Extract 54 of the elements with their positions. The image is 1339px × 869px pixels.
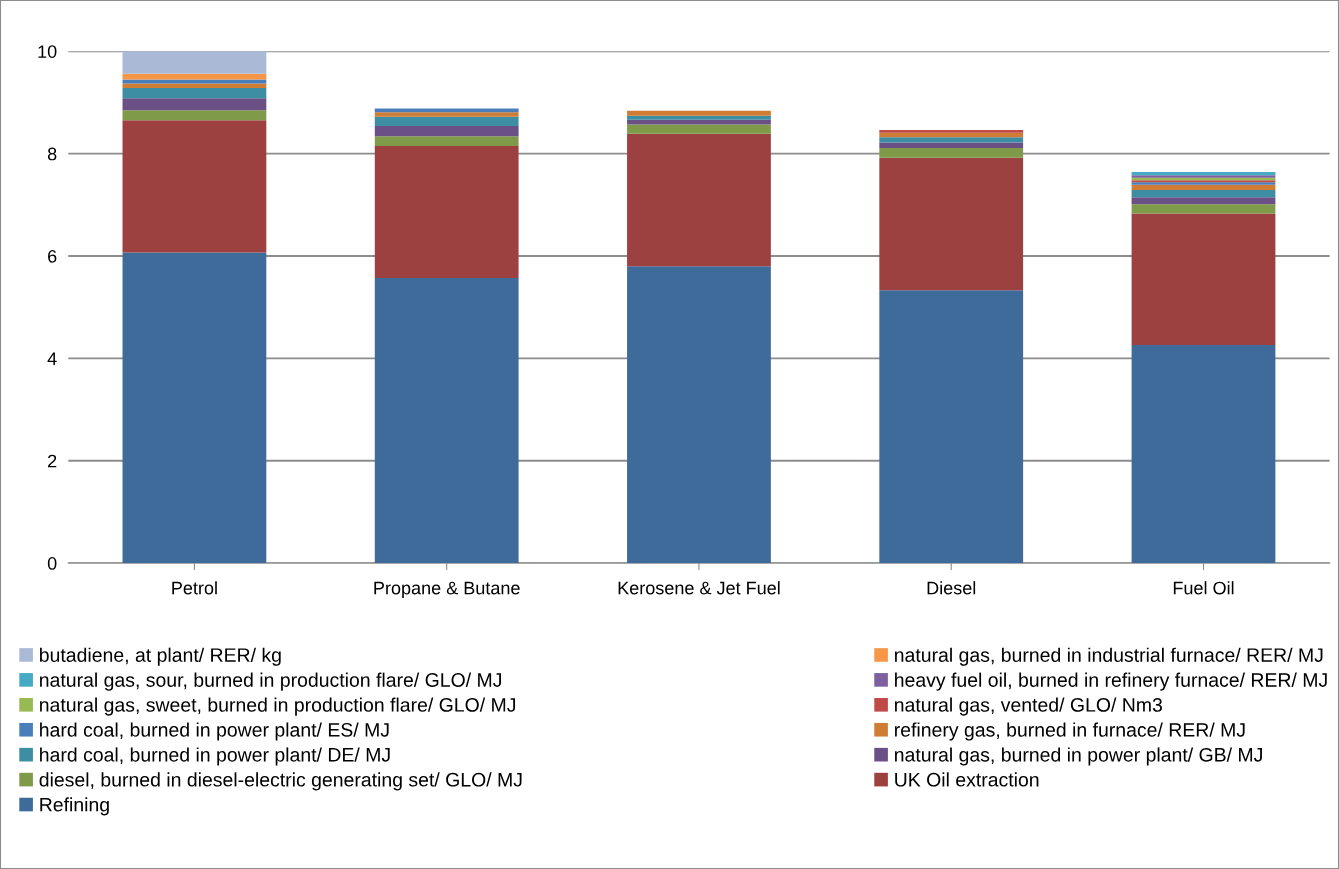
legend-label: natural gas, sweet, burned in production flare/ GLO/ MJ xyxy=(40,697,516,716)
legend-label: butadiene, at plant/ RER/ kg xyxy=(40,647,281,666)
bar xyxy=(879,130,1024,133)
bar xyxy=(122,252,267,564)
bar xyxy=(1131,197,1276,205)
bar xyxy=(374,145,519,279)
bar xyxy=(627,115,771,120)
y-tick-label: 8 xyxy=(47,147,57,161)
bar xyxy=(374,136,519,146)
x-tick-label: Kerosene & Jet Fuel xyxy=(618,581,780,595)
bar xyxy=(374,116,519,126)
legend-label: diesel, burned in diesel-electric generating set/ GLO/ MJ xyxy=(39,772,522,791)
bar xyxy=(1131,204,1276,214)
legend-label: UK Oil extraction xyxy=(895,772,1039,787)
legend-label: hard coal, burned in power plant/ ES/ MJ xyxy=(40,722,389,741)
bar xyxy=(879,137,1024,143)
y-tick-label: 6 xyxy=(48,249,57,263)
bar xyxy=(627,133,771,267)
bar xyxy=(1131,189,1276,198)
legend-label: natural gas, vented/ GLO/ Nm3 xyxy=(895,697,1162,716)
y-tick-label: 2 xyxy=(48,454,57,468)
legend-label: natural gas, burned in power plant/ GB/ MJ xyxy=(895,747,1262,766)
x-tick-label: Petrol xyxy=(172,581,217,595)
x-tick-label: Fuel Oil xyxy=(1173,581,1234,595)
bar xyxy=(374,278,519,564)
bar xyxy=(627,110,771,116)
bar xyxy=(122,79,267,84)
bar xyxy=(1131,345,1276,564)
bar xyxy=(374,112,519,117)
bar xyxy=(122,51,267,74)
bar xyxy=(122,110,267,121)
bar xyxy=(627,266,771,564)
bar xyxy=(1131,184,1276,190)
bar xyxy=(879,290,1024,564)
bar xyxy=(627,124,771,134)
y-tick-label: 0 xyxy=(47,557,57,570)
y-tick-label: 10 xyxy=(38,45,57,58)
legend-label: Refining xyxy=(40,797,109,816)
legend-label: natural gas, burned in industrial furnace/ RER/ MJ xyxy=(895,647,1323,666)
bar xyxy=(879,157,1024,291)
bar xyxy=(122,98,267,111)
bar xyxy=(1131,213,1276,346)
legend-label: hard coal, burned in power plant/ DE/ MJ xyxy=(40,747,390,766)
legend-label: heavy fuel oil, burned in refinery furnace/ RER/ MJ xyxy=(895,672,1327,691)
bar xyxy=(374,126,519,137)
bar xyxy=(879,148,1024,158)
legend-label: refinery gas, burned in furnace/ RER/ MJ xyxy=(895,722,1245,741)
x-tick-label: Propane & Butane xyxy=(374,581,520,598)
bar xyxy=(879,142,1024,149)
legend-label: natural gas, sour, burned in production flare/ GLO/ MJ xyxy=(40,672,501,691)
x-tick-label: Diesel xyxy=(927,581,976,595)
y-tick-label: 4 xyxy=(47,352,57,365)
bar xyxy=(122,88,267,99)
bar xyxy=(122,120,267,253)
